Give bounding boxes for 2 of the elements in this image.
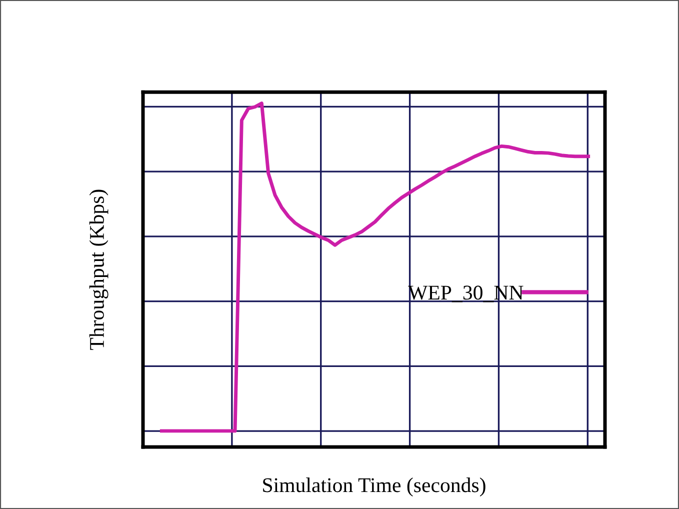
y-axis-title: Throughput (Kbps) (89, 190, 108, 350)
x-axis-title: Simulation Time (seconds) (263, 478, 486, 496)
